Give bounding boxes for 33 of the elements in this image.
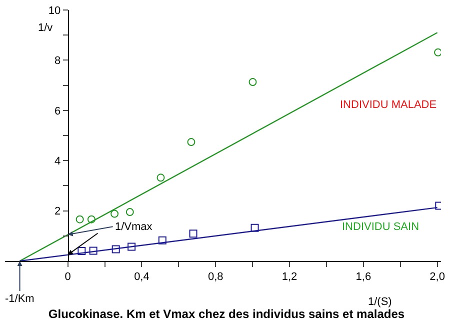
y-tick-label: 4 <box>54 155 61 168</box>
x-tick-label: 1,6 <box>356 271 372 284</box>
y-tick-label: 8 <box>54 55 61 68</box>
point <box>110 210 119 218</box>
x-tick-label: 0,8 <box>208 271 224 284</box>
x-tick-label: 0,4 <box>134 271 150 284</box>
y-axis-title: 1/v <box>38 22 54 34</box>
annotation: 1/Vmax <box>115 221 153 233</box>
x-tick-label: 0 <box>64 271 71 284</box>
point <box>89 246 98 255</box>
point <box>126 208 134 216</box>
point <box>248 78 257 86</box>
x-tick-label: 2,0 <box>430 271 445 284</box>
y-tick-label: 10 <box>48 4 61 17</box>
x-axis-title: 1/(S) <box>368 296 392 308</box>
point <box>112 245 120 254</box>
point <box>189 230 198 238</box>
annotation: INDIVIDU MALADE <box>340 99 437 111</box>
x-tick-label: 1,2 <box>282 271 298 284</box>
point <box>158 236 166 244</box>
annotation: INDIVIDU SAIN <box>342 221 420 233</box>
point <box>87 215 96 224</box>
point <box>156 174 165 182</box>
point <box>434 48 441 56</box>
point <box>187 138 196 146</box>
y-tick-label: 6 <box>54 105 61 118</box>
text: Glucokinase. Km et Vmax chez des individus sains et malades <box>48 307 405 322</box>
point <box>128 242 136 251</box>
annotation: -1/Km <box>5 293 34 305</box>
point <box>76 215 84 224</box>
point <box>250 224 259 232</box>
point <box>78 246 86 255</box>
y-tick-label: 2 <box>54 206 61 218</box>
